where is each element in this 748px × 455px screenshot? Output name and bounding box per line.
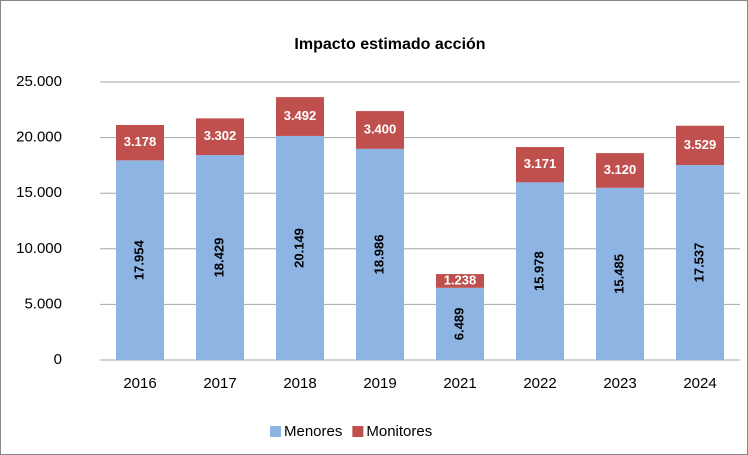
bar-segment	[356, 111, 404, 149]
bar-segment	[116, 125, 164, 161]
x-tick-label: 2017	[203, 375, 236, 392]
x-tick-label: 2019	[363, 375, 396, 392]
y-tick-label: 15.000	[16, 184, 62, 201]
value-label: 3.302	[204, 128, 237, 143]
bar-segment	[676, 164, 724, 360]
value-label: 17.954	[131, 240, 146, 281]
bar-segment	[436, 287, 484, 360]
y-tick-label: 25.000	[16, 73, 62, 90]
x-tick-label: 2023	[603, 375, 636, 392]
legend-label: Monitores	[366, 423, 432, 440]
bar-segment	[436, 274, 484, 288]
bar-segment	[596, 187, 644, 360]
legend-swatch	[270, 426, 281, 437]
bar-segment	[356, 148, 404, 360]
bar-segment	[676, 125, 724, 165]
y-tick-label: 5.000	[24, 295, 62, 312]
bar-segment	[196, 118, 244, 156]
value-label: 15.978	[531, 251, 546, 291]
x-tick-label: 2022	[523, 375, 556, 392]
value-label: 3.400	[364, 121, 397, 136]
value-label: 17.537	[691, 243, 706, 283]
bar-segment	[596, 153, 644, 188]
value-label: 3.178	[124, 134, 157, 149]
value-label: 3.492	[284, 108, 317, 123]
value-label: 15.485	[611, 254, 626, 294]
value-label: 18.986	[371, 235, 386, 275]
chart-title: Impacto estimado acción	[294, 36, 485, 53]
bar-segment	[196, 155, 244, 360]
bar-segment	[516, 147, 564, 183]
y-tick-label: 20.000	[16, 129, 62, 146]
legend-swatch	[352, 426, 364, 437]
value-label: 20.149	[291, 228, 306, 268]
value-label: 3.171	[524, 156, 557, 171]
x-tick-label: 2018	[283, 375, 316, 392]
y-tick-label: 0	[54, 351, 62, 368]
bar-segment	[516, 182, 564, 360]
value-label: 6.489	[451, 308, 466, 341]
bar-segment	[116, 160, 164, 360]
y-tick-label: 10.000	[16, 240, 62, 257]
value-label: 3.529	[684, 137, 717, 152]
bar-segment	[276, 97, 324, 136]
x-tick-label: 2016	[123, 375, 156, 392]
x-tick-label: 2024	[683, 375, 716, 392]
legend-label: Menores	[284, 423, 342, 440]
value-label: 3.120	[604, 162, 637, 177]
x-tick-label: 2021	[443, 375, 476, 392]
bar-segment	[276, 135, 324, 360]
value-label: 1.238	[444, 272, 477, 287]
value-label: 18.429	[211, 238, 226, 278]
